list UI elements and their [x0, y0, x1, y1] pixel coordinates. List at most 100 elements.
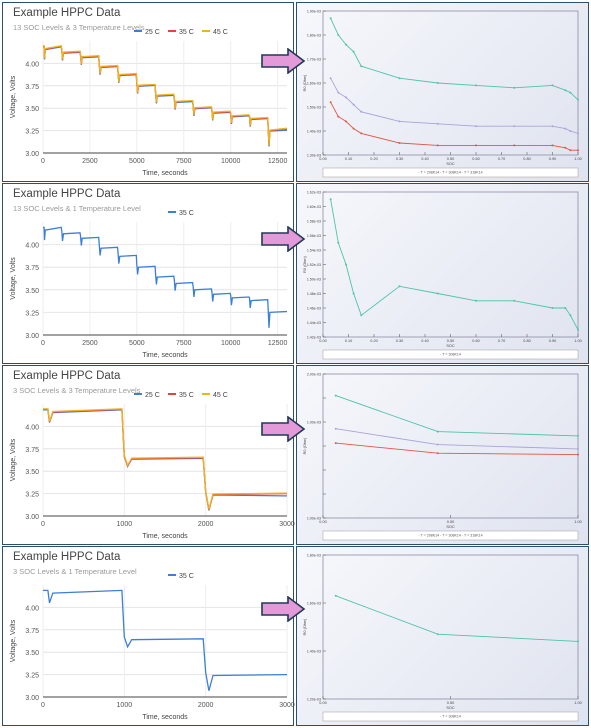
- data-point: [360, 314, 363, 317]
- x-tick-label: 0: [41, 158, 45, 165]
- x-tick-label: 0.70: [498, 339, 505, 343]
- y-tick-label: 1.90e-03: [307, 10, 321, 14]
- y-tick-label: 3.50: [25, 106, 39, 113]
- x-tick-label: 0.80: [523, 157, 530, 161]
- data-point: [436, 633, 439, 636]
- resistance-panel-3: 2.00e-03 1.00e-03 1.00e-03 0.00 0.50 1.00 SOC R…: [296, 365, 589, 545]
- x-axis-label: Time, seconds: [142, 352, 188, 359]
- resistance-chart: 1.62e-03 1.60e-03 1.58e-03 1.56e-03 1.54e-03…: [303, 191, 582, 360]
- data-point: [569, 130, 572, 132]
- data-point: [475, 84, 477, 87]
- x-axis-label: Time, seconds: [142, 714, 188, 721]
- y-tick-label: 1.80e-03: [307, 34, 321, 38]
- legend-label: 25 C: [145, 392, 160, 399]
- x-tick-label: 0.80: [523, 339, 530, 343]
- data-point: [564, 307, 567, 309]
- x-tick-label: 0.40: [421, 339, 428, 343]
- x-tick-label: 1.00: [574, 520, 581, 524]
- x-axis-label: SOC: [446, 525, 454, 529]
- data-point: [360, 132, 363, 135]
- x-tick-label: 1.00: [574, 701, 581, 705]
- series-line-t-298k14: [330, 18, 579, 101]
- legend-label: - T = 298K14 - T = 308K14 - T = 318K14: [418, 171, 482, 175]
- data-point: [398, 285, 401, 288]
- x-tick-label: 0.00: [319, 339, 326, 343]
- data-point: [344, 120, 347, 123]
- data-point: [329, 17, 332, 20]
- y-tick-label: 1.42e-03: [307, 336, 321, 340]
- y-tick-label: 3.25: [25, 673, 39, 680]
- data-point: [337, 115, 340, 118]
- y-tick-label: 3.50: [25, 288, 39, 295]
- y-tick-label: 1.54e-03: [307, 249, 321, 253]
- resistance-chart: 2.00e-031.00e-031.00e-030.00 0.50 1.00SOCR…: [303, 373, 582, 541]
- y-tick-label: 1.50e-03: [307, 106, 321, 110]
- voltage-chart: 3.00 3.25 3.50 3.75 4.00 0 1000 2000 3000 Time, s…: [10, 392, 295, 540]
- x-tick-label: 0.00: [319, 701, 326, 705]
- y-tick-label: 2.00e-03: [307, 373, 321, 377]
- legend-label: - T = 308K14: [440, 353, 461, 357]
- x-tick-label: 0.10: [345, 339, 352, 343]
- data-point: [577, 453, 579, 456]
- x-tick-label: 0.90: [549, 339, 556, 343]
- data-point: [569, 149, 572, 152]
- series-line-35-c: [43, 589, 287, 691]
- data-point: [436, 144, 439, 147]
- arrow-icon: [261, 416, 306, 442]
- x-axis-label: SOC: [446, 344, 454, 348]
- y-tick-label: 1.00e-03: [307, 517, 321, 521]
- data-point: [577, 98, 579, 101]
- x-tick-label: 0.20: [370, 157, 377, 161]
- legend-label: 35 C: [179, 392, 194, 399]
- y-tick-label: 3.00: [25, 514, 39, 521]
- y-tick-label: 3.25: [25, 492, 39, 499]
- data-point: [334, 442, 337, 445]
- panel-title: Example HPPC Data: [13, 370, 121, 382]
- resistance-chart: 1.90e-03 1.80e-03 1.70e-03 1.60e-03 1.50e-03…: [303, 10, 582, 178]
- y-tick-label: 1.50e-03: [307, 278, 321, 282]
- data-point: [329, 101, 332, 104]
- y-axis-label: Voltage, Volts: [10, 619, 17, 662]
- series-line-t-298k14: [335, 395, 579, 437]
- data-point: [577, 328, 579, 331]
- x-tick-label: 3000: [279, 521, 295, 528]
- x-tick-label: 0.30: [396, 339, 403, 343]
- data-point: [344, 43, 347, 46]
- y-tick-label: 1.60e-03: [307, 82, 321, 86]
- data-point: [360, 110, 363, 113]
- legend-box: [322, 167, 579, 178]
- legend-label: 35 C: [179, 573, 194, 580]
- y-tick-label: 1.56e-03: [307, 234, 321, 238]
- y-tick-label: 4.00: [25, 605, 39, 612]
- data-point: [398, 120, 401, 123]
- x-tick-label: 0.60: [472, 157, 479, 161]
- arrow-icon: [261, 596, 306, 622]
- legend-box: [322, 349, 579, 360]
- x-tick-label: 3000: [279, 702, 295, 709]
- data-point: [337, 91, 340, 94]
- y-tick-label: 3.25: [25, 310, 39, 317]
- data-point: [513, 299, 516, 302]
- y-tick-label: 4.00: [25, 243, 39, 250]
- x-axis-label: SOC: [446, 706, 454, 710]
- panel-subtitle: 3 SOC Levels & 3 Temperature Levels: [13, 386, 141, 395]
- data-point: [352, 127, 355, 130]
- y-tick-label: 3.50: [25, 469, 39, 476]
- data-point: [344, 263, 347, 266]
- data-point: [436, 82, 439, 84]
- y-axis-label: Voltage, Volts: [10, 438, 17, 481]
- y-tick-label: 4.00: [25, 424, 39, 431]
- series-line-45-c: [43, 408, 287, 510]
- y-tick-label: 1.46e-03: [307, 307, 321, 311]
- series-line-45-c: [43, 45, 287, 146]
- x-tick-label: 7500: [176, 340, 192, 347]
- series-line-35-c: [43, 408, 287, 510]
- arrow-icon: [261, 48, 306, 74]
- arrow-icon: [261, 226, 306, 252]
- y-tick-label: 1.70e-03: [307, 58, 321, 62]
- resistance-chart: 1.80e-03 1.60e-03 1.40e-03 1.20e-030.00 0.50…: [303, 554, 582, 722]
- data-point: [513, 144, 516, 147]
- x-tick-label: 0.70: [498, 157, 505, 161]
- legend-box: [322, 711, 579, 722]
- series-line-25-c: [43, 409, 287, 511]
